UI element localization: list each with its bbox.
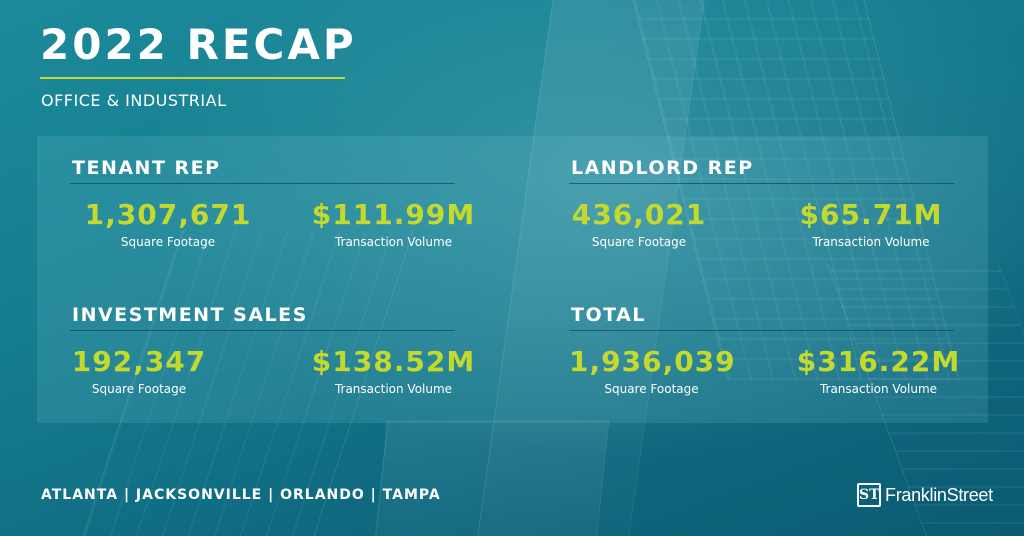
section-heading: TOTAL bbox=[569, 303, 954, 331]
stat-value: 1,307,671 bbox=[84, 198, 252, 231]
section-heading: TENANT REP bbox=[70, 156, 455, 184]
stat-label: Square Footage bbox=[604, 382, 699, 396]
franklin-street-logo: ST FranklinStreet bbox=[857, 483, 993, 507]
section-investment-sales: INVESTMENT SALES 192,347 Square Footage … bbox=[70, 303, 474, 415]
stat-square-footage: 192,347 Square Footage bbox=[70, 345, 208, 397]
stat-square-footage: 436,021 Square Footage bbox=[569, 198, 709, 250]
stat-transaction-volume: $111.99M Transaction Volume bbox=[306, 198, 481, 250]
stat-label: Transaction Volume bbox=[334, 235, 453, 249]
stat-value: $65.71M bbox=[799, 198, 943, 231]
title-underline bbox=[40, 77, 345, 79]
stat-value: 436,021 bbox=[571, 198, 707, 231]
stat-label: Square Footage bbox=[591, 235, 687, 249]
section-heading: INVESTMENT SALES bbox=[70, 303, 455, 331]
stat-transaction-volume: $65.71M Transaction Volume bbox=[791, 198, 951, 250]
stat-square-footage: 1,307,671 Square Footage bbox=[70, 198, 266, 250]
stat-transaction-volume: $138.52M Transaction Volume bbox=[306, 345, 481, 397]
stat-value: $138.52M bbox=[311, 345, 476, 378]
stat-transaction-volume: $316.22M Transaction Volume bbox=[791, 345, 966, 397]
stat-value: $111.99M bbox=[311, 198, 476, 231]
page-title: 2022 RECAP bbox=[40, 20, 357, 69]
stat-square-footage: 1,936,039 Square Footage bbox=[569, 345, 736, 397]
stat-value: 1,936,039 bbox=[569, 345, 736, 378]
stat-label: Square Footage bbox=[120, 235, 216, 249]
section-total: TOTAL 1,936,039 Square Footage $316.22M … bbox=[569, 303, 959, 415]
stat-label: Transaction Volume bbox=[819, 382, 938, 396]
logo-mark-icon: ST bbox=[857, 483, 881, 507]
stat-label: Square Footage bbox=[91, 382, 187, 396]
stat-label: Transaction Volume bbox=[334, 382, 453, 396]
section-landlord-rep: LANDLORD REP 436,021 Square Footage $65.… bbox=[569, 156, 954, 268]
stat-label: Transaction Volume bbox=[812, 235, 930, 249]
section-tenant-rep: TENANT REP 1,307,671 Square Footage $111… bbox=[70, 156, 474, 268]
section-heading: LANDLORD REP bbox=[569, 156, 954, 184]
stat-value: $316.22M bbox=[796, 345, 961, 378]
page-subtitle: OFFICE & INDUSTRIAL bbox=[41, 91, 227, 110]
stat-value: 192,347 bbox=[71, 345, 207, 378]
logo-wordmark: FranklinStreet bbox=[885, 484, 993, 505]
stats-panel: TENANT REP 1,307,671 Square Footage $111… bbox=[37, 136, 988, 423]
building-silhouette bbox=[372, 420, 610, 536]
office-locations: ATLANTA | JACKSONVILLE | ORLANDO | TAMPA bbox=[41, 487, 441, 503]
